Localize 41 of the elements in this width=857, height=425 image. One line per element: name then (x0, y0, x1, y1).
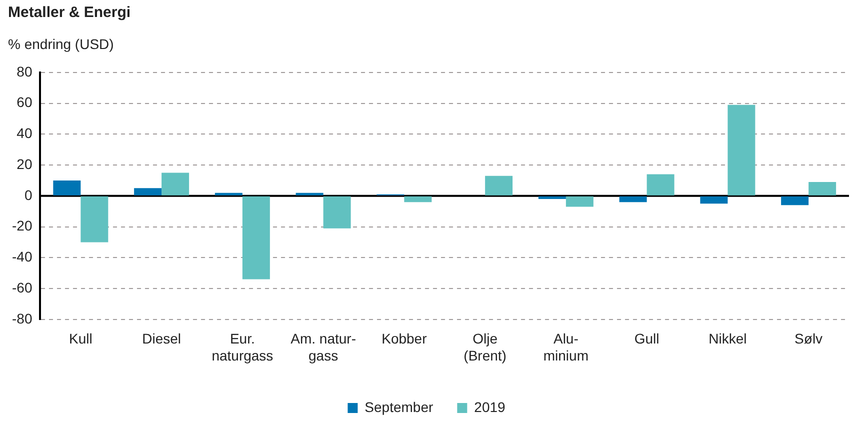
bar (404, 196, 432, 202)
y-tick-label: 60 (16, 94, 32, 110)
bar (538, 196, 566, 199)
bar (242, 196, 270, 280)
y-tick-label: 20 (16, 156, 32, 172)
y-tick-label: -80 (12, 310, 32, 326)
bar (808, 182, 836, 196)
bar (700, 196, 728, 204)
legend-label: September (364, 398, 434, 415)
y-tick-label: 40 (16, 125, 32, 142)
y-tick-label: -40 (12, 248, 32, 265)
x-tick-label: Kull (68, 330, 92, 347)
bar (646, 174, 674, 196)
bar (566, 196, 594, 207)
x-tick-label: Olje (Brent) (464, 330, 506, 364)
bar (619, 196, 647, 202)
x-tick-label: Am. natur- gass (290, 330, 356, 364)
y-tick-label: 0 (24, 186, 32, 203)
legend-label: 2019 (474, 398, 506, 415)
x-tick-label: Alu- minium (543, 330, 588, 364)
bar (296, 192, 324, 196)
bar (134, 188, 162, 196)
bar (781, 196, 809, 206)
x-tick-label: Gull (634, 330, 660, 347)
x-tick-label: Kobber (382, 330, 428, 347)
chart-title: Metaller & Energi (8, 4, 131, 21)
y-tick-label: -20 (12, 218, 32, 234)
x-tick-label: Diesel (142, 330, 181, 347)
bar (214, 192, 242, 196)
y-axis-title: % endring (USD) (8, 36, 114, 52)
x-tick-label: Nikkel (708, 330, 747, 347)
bar (80, 196, 108, 242)
bar (53, 180, 81, 196)
bar (485, 176, 513, 196)
x-tick-label: Eur. naturgass (212, 330, 274, 364)
y-tick-label: -60 (12, 279, 32, 296)
bar (728, 104, 756, 196)
y-tick-label: 80 (16, 63, 32, 80)
x-tick-label: Sølv (794, 330, 823, 347)
bar (323, 196, 351, 228)
bar (162, 172, 190, 196)
